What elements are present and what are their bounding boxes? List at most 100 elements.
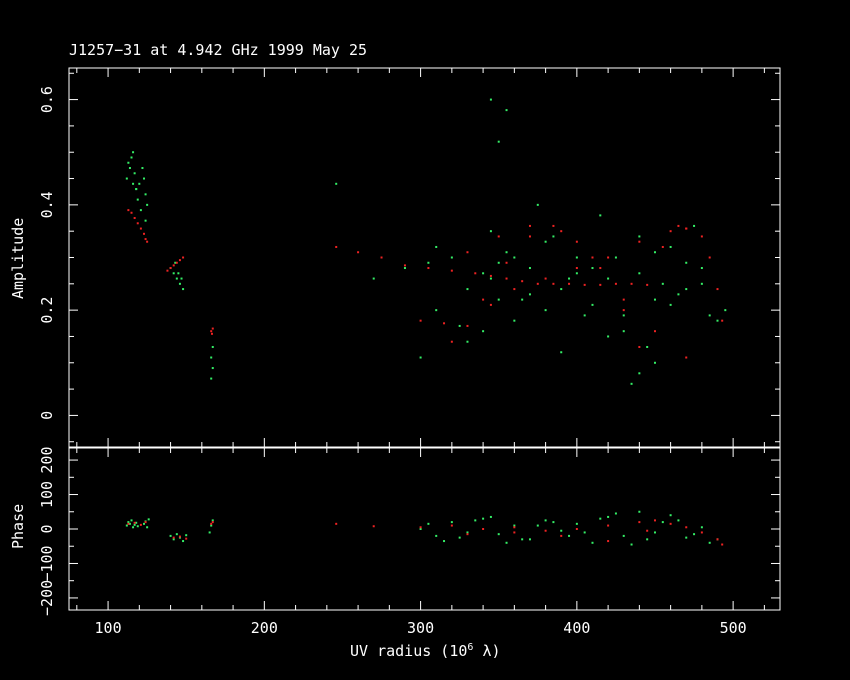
ph-point-green bbox=[599, 517, 602, 520]
ph-point-red bbox=[721, 543, 724, 546]
amp-point-green bbox=[591, 303, 594, 306]
amp-point-green bbox=[552, 235, 555, 238]
ph-point-green bbox=[638, 510, 641, 513]
amp-point-red bbox=[528, 235, 531, 238]
amp-point-green bbox=[427, 261, 430, 264]
ph-point-green bbox=[489, 515, 492, 518]
amp-point-red bbox=[335, 245, 338, 248]
amp-point-green bbox=[669, 245, 672, 248]
amp-point-green bbox=[505, 251, 508, 254]
ph-point-green bbox=[427, 522, 430, 525]
amp-point-red bbox=[443, 322, 446, 325]
ph-ytick-label: 200 bbox=[38, 447, 56, 474]
ph-point-red bbox=[178, 535, 181, 538]
amp-point-green bbox=[174, 261, 177, 264]
xtick-label: 300 bbox=[407, 619, 434, 637]
amp-point-red bbox=[653, 330, 656, 333]
ph-point-green bbox=[458, 536, 461, 539]
amp-point-green bbox=[466, 288, 469, 291]
ph-point-red bbox=[133, 521, 136, 524]
phase-panel-points bbox=[125, 510, 724, 546]
amp-point-green bbox=[544, 309, 547, 312]
ph-point-green bbox=[497, 533, 500, 536]
amp-point-green bbox=[458, 324, 461, 327]
amp-point-green bbox=[568, 277, 571, 280]
amp-point-green bbox=[638, 235, 641, 238]
ph-point-red bbox=[172, 536, 175, 539]
amp-point-green bbox=[700, 267, 703, 270]
amp-point-green bbox=[143, 177, 146, 180]
ph-point-green bbox=[693, 533, 696, 536]
amp-point-green bbox=[708, 314, 711, 317]
ph-point-red bbox=[575, 528, 578, 530]
amp-point-red bbox=[716, 288, 719, 291]
amp-point-green bbox=[630, 382, 633, 385]
ph-point-green bbox=[552, 521, 555, 524]
amp-point-red bbox=[521, 280, 524, 283]
ph-point-green bbox=[147, 518, 150, 521]
ph-point-green bbox=[172, 538, 175, 541]
amp-point-red bbox=[630, 282, 633, 285]
amp-point-green bbox=[575, 272, 578, 275]
amp-point-green bbox=[528, 293, 531, 296]
amp-point-green bbox=[513, 319, 516, 322]
ph-point-red bbox=[716, 538, 719, 541]
amp-point-green bbox=[419, 356, 422, 359]
amp-point-green bbox=[521, 298, 524, 301]
ph-point-red bbox=[466, 533, 469, 536]
ph-point-red bbox=[139, 523, 142, 526]
ph-point-green bbox=[708, 541, 711, 544]
ph-point-red bbox=[653, 519, 656, 522]
ph-point-green bbox=[210, 524, 213, 527]
ph-ytick-label: 100 bbox=[38, 481, 56, 508]
amp-point-green bbox=[528, 267, 531, 270]
amp-point-green bbox=[497, 140, 500, 143]
amp-point-green bbox=[482, 330, 485, 333]
amp-point-red bbox=[482, 298, 485, 301]
x-axis-label-exponent: 6 bbox=[467, 642, 474, 653]
amp-point-green bbox=[335, 182, 338, 185]
amp-point-green bbox=[653, 251, 656, 254]
ph-point-green bbox=[435, 534, 438, 537]
phase-panel-frame: −200−100 0 100 200 100 200 300 400 500 bbox=[38, 447, 781, 637]
xtick-label: 500 bbox=[720, 619, 747, 637]
ph-point-green bbox=[653, 531, 656, 534]
amp-point-red bbox=[560, 230, 563, 233]
amp-point-red bbox=[646, 283, 649, 286]
amp-point-green bbox=[583, 314, 586, 317]
amp-point-green bbox=[607, 277, 610, 280]
ph-point-red bbox=[144, 521, 147, 524]
amp-point-red bbox=[591, 256, 594, 259]
amp-point-green bbox=[724, 309, 727, 312]
ph-point-red bbox=[419, 526, 422, 529]
amp-point-green bbox=[450, 256, 453, 259]
ph-point-red bbox=[127, 522, 130, 525]
amp-point-green bbox=[560, 288, 563, 291]
ph-point-green bbox=[178, 536, 181, 539]
amp-point-red bbox=[536, 282, 539, 285]
ph-point-green bbox=[136, 525, 139, 528]
amp-point-green bbox=[178, 282, 181, 285]
ph-point-green bbox=[169, 534, 172, 537]
amp-point-red bbox=[489, 274, 492, 277]
ph-point-green bbox=[591, 541, 594, 544]
amp-point-red bbox=[466, 324, 469, 327]
amp-point-red bbox=[638, 240, 641, 243]
amp-point-green bbox=[607, 335, 610, 338]
ph-point-green bbox=[614, 512, 617, 515]
xtick-label: 400 bbox=[563, 619, 590, 637]
amp-point-green bbox=[141, 167, 144, 170]
ph-point-red bbox=[335, 522, 338, 525]
amp-point-red bbox=[144, 238, 147, 241]
amp-point-green bbox=[614, 256, 617, 259]
ph-ytick-label: −200 bbox=[38, 580, 56, 616]
ph-point-green bbox=[568, 534, 571, 537]
amp-point-green bbox=[372, 277, 375, 280]
ph-point-red bbox=[669, 522, 672, 525]
amp-point-red bbox=[172, 264, 175, 267]
ph-point-green bbox=[536, 524, 539, 527]
amp-point-red bbox=[166, 269, 169, 272]
amp-point-green bbox=[653, 298, 656, 301]
amp-point-red bbox=[450, 269, 453, 272]
